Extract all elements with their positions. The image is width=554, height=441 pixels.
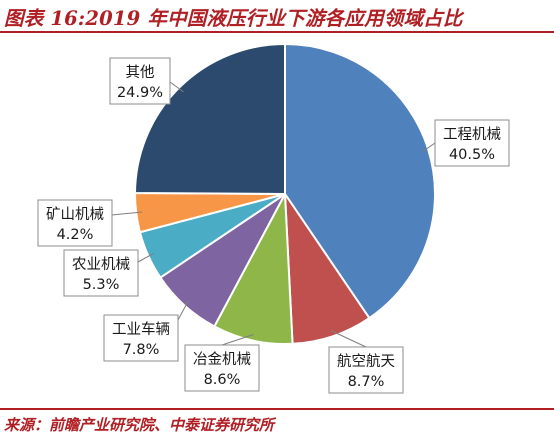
data-label-1: 工程机械 40.5% xyxy=(434,119,510,167)
data-label-category: 冶金机械 xyxy=(193,351,251,368)
data-label-box xyxy=(434,119,510,167)
leader-line-5 xyxy=(137,252,155,263)
data-label-2: 航空航天 8.7% xyxy=(328,346,404,394)
data-label-category: 农业机械 xyxy=(72,256,130,273)
source-rule xyxy=(0,408,554,410)
data-label-percent: 40.5% xyxy=(449,147,495,163)
leader-lines xyxy=(111,81,436,348)
data-label-percent: 8.7% xyxy=(348,374,385,390)
data-label-5: 农业机械 5.3% xyxy=(63,249,139,297)
leader-line-4 xyxy=(177,300,189,321)
data-label-box xyxy=(103,314,179,362)
source-note: 来源：前瞻产业研究院、中泰证券研究所 xyxy=(4,416,275,434)
data-label-percent: 7.8% xyxy=(123,342,160,358)
data-label-category: 工程机械 xyxy=(443,126,501,143)
data-label-category: 航空航天 xyxy=(337,353,395,370)
data-label-box xyxy=(109,57,171,105)
data-label-category: 矿山机械 xyxy=(46,206,104,223)
pie-slice-2 xyxy=(283,190,371,345)
data-label-box xyxy=(328,346,404,394)
leader-line-2 xyxy=(330,330,367,348)
chart-title: 图表 16:2019 年中国液压行业下游各应用领域占比 xyxy=(4,7,463,30)
pie-slice-1 xyxy=(284,42,436,320)
data-label-box xyxy=(184,344,260,392)
data-label-percent: 24.9% xyxy=(117,85,163,101)
leader-line-6 xyxy=(111,211,143,216)
data-labels: 工程机械 40.5% 航空航天 8.7% 冶金机械 8.6% 工业车辆 7.8% 农业机械 5.3… xyxy=(37,57,510,394)
data-label-7: 其他 24.9% xyxy=(109,57,171,105)
pie-slices xyxy=(133,42,436,345)
data-label-percent: 5.3% xyxy=(83,277,120,293)
data-label-6: 矿山机械 4.2% xyxy=(37,199,113,247)
data-label-box xyxy=(37,199,113,247)
leader-line-3 xyxy=(221,334,254,346)
data-label-percent: 4.2% xyxy=(57,227,94,243)
leader-line-1 xyxy=(422,142,436,153)
data-label-3: 冶金机械 8.6% xyxy=(184,344,260,392)
data-label-box xyxy=(63,249,139,297)
pie-slice-7 xyxy=(133,42,286,196)
data-label-category: 工业车辆 xyxy=(112,321,170,338)
data-label-percent: 8.6% xyxy=(204,372,241,388)
leader-line-7 xyxy=(169,81,184,93)
data-label-category: 其他 xyxy=(126,64,155,81)
title-underline xyxy=(0,31,554,33)
data-label-4: 工业车辆 7.8% xyxy=(103,314,179,362)
